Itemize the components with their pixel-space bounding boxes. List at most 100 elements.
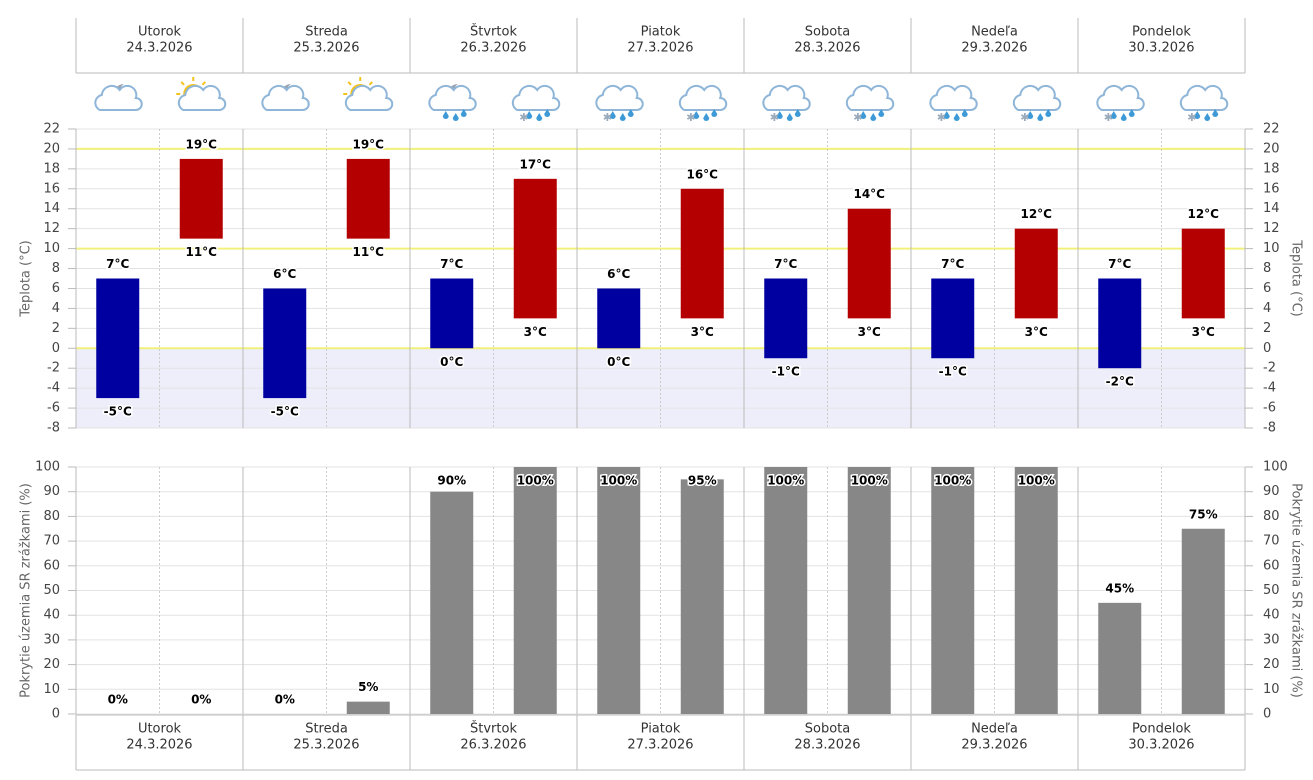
y-axis-label: Teplota (°C) <box>19 240 34 317</box>
weather-icon <box>94 84 143 111</box>
y2-tick-label: 50 <box>1263 583 1280 598</box>
cloud <box>678 84 728 111</box>
drop <box>1204 113 1211 122</box>
low-label: 11°C <box>185 245 217 259</box>
day-date: 29.3.2026 <box>961 738 1027 753</box>
temperature-bar <box>346 158 390 239</box>
y-tick-label: 16 <box>43 181 60 196</box>
y2-tick-label: 4 <box>1263 301 1271 316</box>
drop <box>460 109 467 117</box>
low-label: 11°C <box>352 245 384 259</box>
y2-tick-label: -2 <box>1263 361 1276 376</box>
snow: ✱ <box>1020 111 1029 124</box>
y-tick-label: 6 <box>52 281 60 296</box>
y-tick-label: 100 <box>35 460 60 475</box>
high-label: 6°C <box>607 267 630 281</box>
low-label: 3°C <box>858 325 881 339</box>
day-name: Sobota <box>805 25 850 40</box>
value-label: 100% <box>1018 474 1055 488</box>
snow: ✱ <box>686 111 695 124</box>
day-date: 26.3.2026 <box>460 41 526 56</box>
day-date: 27.3.2026 <box>627 41 693 56</box>
snow: ✱ <box>853 111 862 124</box>
snow: ✱ <box>603 111 612 124</box>
day-date: 25.3.2026 <box>293 738 359 753</box>
snow: ✱ <box>770 111 779 124</box>
day-name: Nedeľa <box>971 722 1018 737</box>
y2-tick-label: 0 <box>1263 707 1271 722</box>
temperature-bar <box>1098 278 1142 369</box>
temperature-bar <box>597 288 641 349</box>
day-name: Piatok <box>641 722 681 737</box>
low-label: -2°C <box>1106 375 1134 389</box>
drop <box>1120 113 1127 122</box>
y2-tick-label: 14 <box>1263 201 1280 216</box>
y-tick-label: 22 <box>43 122 60 137</box>
drop <box>786 113 793 122</box>
y-tick-label: 90 <box>43 484 60 499</box>
weather-icon: ✱ <box>678 84 728 124</box>
high-label: 14°C <box>853 187 885 201</box>
weather-icon: ✱ <box>1096 84 1145 124</box>
y2-tick-label: -8 <box>1263 421 1276 436</box>
day-date: 30.3.2026 <box>1128 41 1194 56</box>
y-tick-label: 10 <box>43 241 60 256</box>
weather-icon: ✱ <box>1012 84 1062 124</box>
low-label: 3°C <box>524 325 547 339</box>
y2-tick-label: 70 <box>1263 534 1280 549</box>
y-tick-label: -2 <box>47 361 60 376</box>
low-label: -5°C <box>104 405 132 419</box>
low-label: 3°C <box>1192 325 1215 339</box>
weather-icon <box>176 77 227 111</box>
y2-tick-label: 90 <box>1263 484 1280 499</box>
low-label: -1°C <box>772 365 800 379</box>
drop <box>442 111 449 119</box>
drop <box>619 113 626 122</box>
y2-tick-label: 10 <box>1263 682 1280 697</box>
drop <box>1128 109 1135 117</box>
bar <box>346 701 390 714</box>
sun-ray <box>347 81 352 86</box>
drop <box>452 113 459 122</box>
y2-tick-label: 6 <box>1263 281 1271 296</box>
drop <box>693 111 700 119</box>
cloud <box>428 84 477 111</box>
day-date: 30.3.2026 <box>1128 738 1194 753</box>
y2-tick-label: 12 <box>1263 221 1280 236</box>
day-name: Štvrtok <box>470 721 517 737</box>
y-tick-label: -6 <box>47 401 60 416</box>
day-date: 28.3.2026 <box>794 41 860 56</box>
drop <box>703 113 710 122</box>
sun-ray <box>201 81 206 86</box>
bar <box>764 467 808 714</box>
y2-tick-label: 40 <box>1263 608 1280 623</box>
y-tick-label: 0 <box>52 341 60 356</box>
drop <box>711 109 718 117</box>
day-name: Nedeľa <box>971 25 1018 40</box>
drop <box>1194 111 1201 119</box>
cloud <box>929 84 978 111</box>
drop <box>627 109 634 117</box>
temperature-bar <box>263 288 307 399</box>
temperature-bar <box>430 278 474 349</box>
y2-axis-label: Pokrytie územia SR zrážkami (%) <box>1289 483 1304 698</box>
high-label: 7°C <box>941 257 964 271</box>
bar <box>597 467 641 714</box>
value-label: 0% <box>108 693 128 707</box>
y-tick-label: 12 <box>43 221 60 236</box>
day-name: Utorok <box>138 25 182 40</box>
drop <box>544 109 551 117</box>
day-name: Piatok <box>641 25 681 40</box>
temperature-bar <box>764 278 808 359</box>
drop <box>609 111 616 119</box>
weather-icon: ✱ <box>762 84 811 124</box>
y-tick-label: 80 <box>43 509 60 524</box>
drop <box>1027 111 1034 119</box>
high-label: 12°C <box>1020 207 1052 221</box>
cloud <box>94 84 143 111</box>
value-label: 95% <box>688 474 717 488</box>
y-tick-label: 70 <box>43 534 60 549</box>
drop <box>794 109 801 117</box>
low-label: -5°C <box>271 405 299 419</box>
y2-tick-label: 18 <box>1263 161 1280 176</box>
